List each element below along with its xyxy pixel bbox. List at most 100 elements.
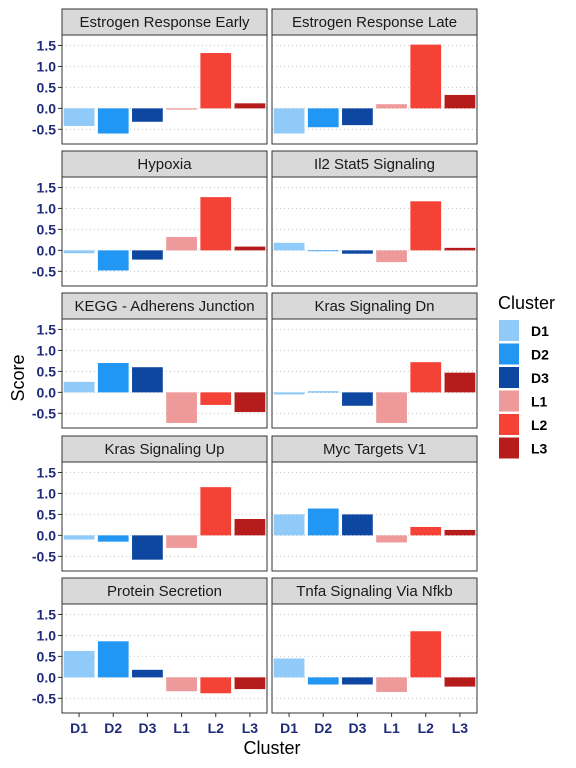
y-tick-label: 1.5 xyxy=(37,464,57,480)
facet-panel: Myc Targets V1 xyxy=(271,435,478,572)
facet-strip xyxy=(271,435,478,463)
facet-panel: Tnfa Signaling Via Nfkb xyxy=(271,577,478,714)
y-tick-label: 1.5 xyxy=(37,321,57,337)
panel-border xyxy=(61,176,268,287)
y-tick-label: -0.5 xyxy=(32,548,56,564)
facet-title: Kras Signaling Dn xyxy=(314,298,434,315)
y-tick-label: 0.0 xyxy=(37,527,57,543)
bar-l1 xyxy=(166,108,197,110)
bar-d2 xyxy=(307,677,339,685)
facet-panel: Estrogen Response Late xyxy=(271,8,478,145)
y-tick-label: 1.0 xyxy=(37,58,57,74)
bar-d2 xyxy=(97,535,129,542)
facet-panel: Kras Signaling Dn xyxy=(271,292,478,429)
bar-d1 xyxy=(63,381,95,393)
bar-l3 xyxy=(444,94,476,109)
facet-strip xyxy=(61,292,268,320)
bar-d3 xyxy=(342,250,373,254)
bar-l2 xyxy=(410,44,442,109)
facet-panel: Il2 Stat5 Signaling xyxy=(271,150,478,287)
legend-swatch-l3 xyxy=(499,437,519,459)
legend-label: L2 xyxy=(531,417,548,433)
x-tick-label: D1 xyxy=(70,720,88,736)
y-tick-label: -0.5 xyxy=(32,263,56,279)
bar-d2 xyxy=(307,250,339,252)
facet-title: KEGG - Adherens Junction xyxy=(74,298,254,315)
x-tick-label: L1 xyxy=(173,720,190,736)
y-tick-label: -0.5 xyxy=(32,690,56,706)
legend-label: D3 xyxy=(531,370,549,386)
facet-panel: Protein Secretion 1.5 1.0 0.5 0.0 -0.5 xyxy=(32,577,268,714)
panel-border xyxy=(271,34,478,145)
facet-panels: Estrogen Response Early 1.5 1.0 0.5 0.0 -0.5 E… xyxy=(32,8,478,714)
bar-d2 xyxy=(97,363,129,393)
x-tick-label: D2 xyxy=(314,720,332,736)
bar-d1 xyxy=(273,514,305,536)
bar-l2 xyxy=(410,201,442,251)
x-tick-label: L1 xyxy=(383,720,400,736)
x-tick-label: D3 xyxy=(138,720,156,736)
y-tick-label: -0.5 xyxy=(32,121,56,137)
bar-l2 xyxy=(200,677,232,694)
legend-swatch-l2 xyxy=(499,414,519,435)
bar-d2 xyxy=(97,250,129,271)
bar-d2 xyxy=(307,108,339,128)
bar-l1 xyxy=(376,535,407,543)
bar-l2 xyxy=(410,631,442,678)
x-tick-label: L2 xyxy=(418,720,435,736)
bar-d1 xyxy=(63,535,95,540)
bar-d2 xyxy=(307,508,339,536)
bar-d3 xyxy=(132,108,163,122)
legend-swatch-d1 xyxy=(499,320,519,341)
bar-l3 xyxy=(234,677,266,690)
bar-d3 xyxy=(132,669,163,678)
y-tick-label: 1.0 xyxy=(37,200,57,216)
y-tick-label: 0.0 xyxy=(37,384,57,400)
panel-border xyxy=(271,176,478,287)
facet-title: Hypoxia xyxy=(137,156,192,173)
bar-d2 xyxy=(97,108,129,134)
facet-title: Myc Targets V1 xyxy=(323,441,426,458)
bar-d1 xyxy=(273,392,305,395)
legend: Cluster D1 D2 D3 L1 L2 L3 xyxy=(498,293,555,459)
bar-l1 xyxy=(376,104,407,109)
facet-strip xyxy=(61,150,268,178)
bar-l2 xyxy=(200,53,232,109)
y-tick-label: 1.0 xyxy=(37,485,57,501)
x-axis-title: Cluster xyxy=(243,738,300,758)
bar-d1 xyxy=(63,250,95,254)
facet-strip xyxy=(271,150,478,178)
panel-border xyxy=(61,318,268,429)
y-tick-label: 0.0 xyxy=(37,669,57,685)
bar-d1 xyxy=(63,650,95,678)
bar-l2 xyxy=(410,362,442,393)
panel-border xyxy=(61,603,268,714)
bar-l3 xyxy=(444,372,476,393)
bar-l3 xyxy=(444,247,476,251)
bar-l1 xyxy=(166,236,197,251)
y-axis-title: Score xyxy=(8,354,28,401)
x-tick-label: L3 xyxy=(452,720,469,736)
y-tick-label: 0.5 xyxy=(37,506,57,522)
bar-l1 xyxy=(166,535,197,548)
y-tick-label: 1.0 xyxy=(37,342,57,358)
bar-d1 xyxy=(273,658,305,678)
bar-d3 xyxy=(342,677,373,685)
legend-swatch-d3 xyxy=(499,367,519,388)
bar-d3 xyxy=(132,535,163,560)
y-tick-label: 0.5 xyxy=(37,363,57,379)
bar-l2 xyxy=(410,526,442,536)
panel-border xyxy=(271,461,478,572)
y-tick-label: 1.0 xyxy=(37,627,57,643)
facet-title: Estrogen Response Early xyxy=(79,14,250,31)
bar-d1 xyxy=(273,108,305,134)
bar-l2 xyxy=(200,392,232,405)
legend-label: L3 xyxy=(531,441,548,457)
y-tick-label: 1.5 xyxy=(37,179,57,195)
bar-l1 xyxy=(376,392,407,423)
facet-title: Il2 Stat5 Signaling xyxy=(314,156,435,173)
panel-border xyxy=(61,461,268,572)
bar-d2 xyxy=(307,391,339,393)
bar-l2 xyxy=(200,487,232,536)
facet-panel: Hypoxia 1.5 1.0 0.5 0.0 -0.5 xyxy=(32,150,268,287)
